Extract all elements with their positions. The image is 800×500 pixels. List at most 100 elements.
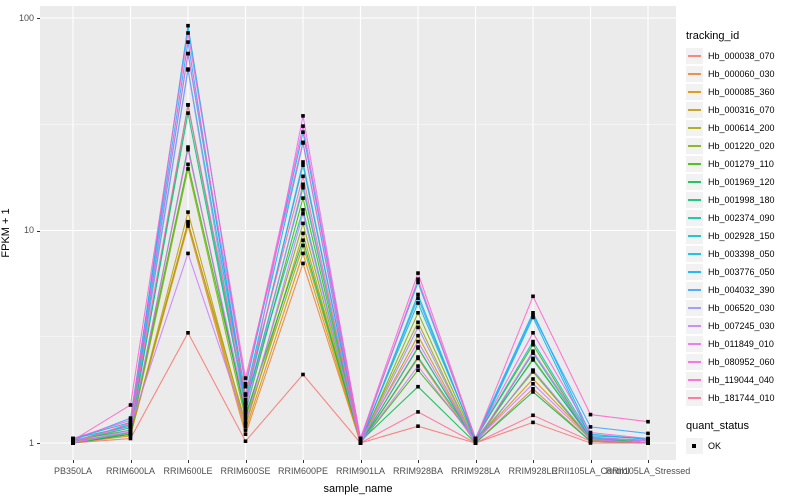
data-point	[531, 390, 535, 394]
x-tick-mark	[648, 460, 649, 463]
legend-color-line	[688, 181, 701, 183]
data-point	[301, 243, 305, 248]
legend-color-line	[688, 325, 701, 327]
data-point	[301, 208, 305, 212]
legend-color-line	[688, 55, 701, 57]
data-point	[243, 439, 248, 443]
data-point	[301, 251, 305, 256]
data-point	[416, 325, 420, 330]
data-point	[243, 384, 248, 389]
legend-key-line-icon	[686, 48, 703, 64]
data-point	[243, 432, 248, 436]
data-point	[301, 221, 305, 226]
legend-item-Hb_007245_030: Hb_007245_030	[686, 317, 798, 335]
data-point	[531, 377, 535, 381]
legend-key-line-icon	[686, 210, 703, 226]
legend-color-line	[688, 73, 701, 75]
data-point	[186, 103, 190, 107]
legend-item-label: Hb_000614_200	[708, 123, 775, 133]
x-tick-mark	[188, 460, 189, 463]
data-point	[128, 418, 133, 422]
data-point	[358, 441, 363, 445]
legend-key-line-icon	[686, 174, 703, 190]
legend-item-Hb_004032_390: Hb_004032_390	[686, 281, 798, 299]
data-point	[646, 431, 650, 436]
legend-color-line	[688, 379, 701, 381]
data-point	[531, 315, 535, 320]
data-point	[531, 387, 535, 391]
legend-item-Hb_006520_030: Hb_006520_030	[686, 299, 798, 317]
legend-key-line-icon	[686, 192, 703, 208]
data-point	[588, 435, 593, 439]
legend-color-line	[688, 271, 701, 273]
data-point	[186, 162, 190, 167]
legend-item-label: OK	[708, 441, 722, 451]
legend-key-line-icon	[686, 228, 703, 244]
data-point	[416, 296, 420, 300]
legend-key-line-icon	[686, 84, 703, 100]
data-point	[416, 301, 420, 305]
data-point	[243, 406, 248, 411]
data-point	[243, 424, 248, 428]
legend-item-label: Hb_011849_010	[708, 339, 774, 349]
data-point	[531, 413, 535, 418]
legend-color-line	[688, 289, 701, 291]
x-tick-mark	[590, 460, 592, 463]
x-tick-label: RRIM600LA	[105, 466, 156, 476]
legend-key-line-icon	[686, 66, 703, 82]
legend-key-line-icon	[686, 138, 703, 154]
legend-entries-tracking-id: Hb_000038_070 Hb_000060_030 Hb_000085_360 H…	[686, 47, 798, 407]
legend-title-tracking-id: tracking_id	[686, 30, 740, 42]
legend-item-label: Hb_000038_070	[708, 51, 775, 61]
data-point	[128, 421, 133, 425]
x-tick-label: RRIM928BA	[392, 466, 444, 476]
data-point	[243, 417, 248, 421]
chart-svg	[40, 6, 676, 460]
data-point	[71, 441, 75, 445]
data-point	[416, 292, 420, 297]
data-point	[588, 430, 593, 435]
legend-color-line	[688, 109, 701, 111]
legend-item-Hb_181744_010: Hb_181744_010	[686, 389, 798, 407]
data-point	[646, 419, 650, 424]
legend-color-line	[688, 361, 701, 363]
data-point	[531, 311, 535, 315]
legend-item-label: Hb_001220_020	[708, 141, 775, 151]
legend-item-label: Hb_006520_030	[708, 303, 775, 313]
data-point	[186, 40, 190, 44]
legend-color-line	[688, 235, 701, 237]
data-point	[243, 397, 248, 402]
data-point	[301, 163, 305, 167]
x-tick-label: RRIM600LE	[163, 466, 213, 476]
x-tick-mark	[533, 460, 534, 463]
data-point	[186, 147, 190, 152]
legend-color-line	[688, 217, 701, 219]
x-tick-label: RRII105LA_Control	[551, 466, 630, 476]
data-point	[416, 424, 420, 428]
data-point	[186, 167, 190, 171]
data-point	[416, 277, 420, 281]
legend-key-line-icon	[686, 390, 703, 406]
legend-key-line-icon	[686, 318, 703, 334]
legend-item-label: Hb_000060_030	[708, 69, 775, 79]
x-tick-mark	[73, 460, 74, 463]
legend-item-Hb_119044_040: Hb_119044_040	[686, 371, 798, 389]
data-point	[301, 185, 305, 190]
data-point	[358, 436, 363, 441]
data-point	[128, 436, 133, 441]
x-tick-mark	[475, 460, 477, 463]
data-point	[243, 403, 248, 408]
data-point	[243, 428, 248, 432]
data-point	[301, 238, 305, 242]
legend-item-label: Hb_001969_120	[708, 177, 775, 187]
legend-key-line-icon	[686, 354, 703, 370]
y-tick-mark	[37, 18, 40, 19]
data-point	[301, 261, 305, 266]
data-point	[416, 345, 420, 349]
data-point	[588, 412, 593, 417]
data-point	[301, 140, 305, 145]
x-tick-mark	[360, 460, 362, 463]
data-point	[531, 382, 535, 386]
x-tick-mark	[418, 460, 419, 463]
x-tick-label: RRIM901LA	[335, 466, 386, 476]
